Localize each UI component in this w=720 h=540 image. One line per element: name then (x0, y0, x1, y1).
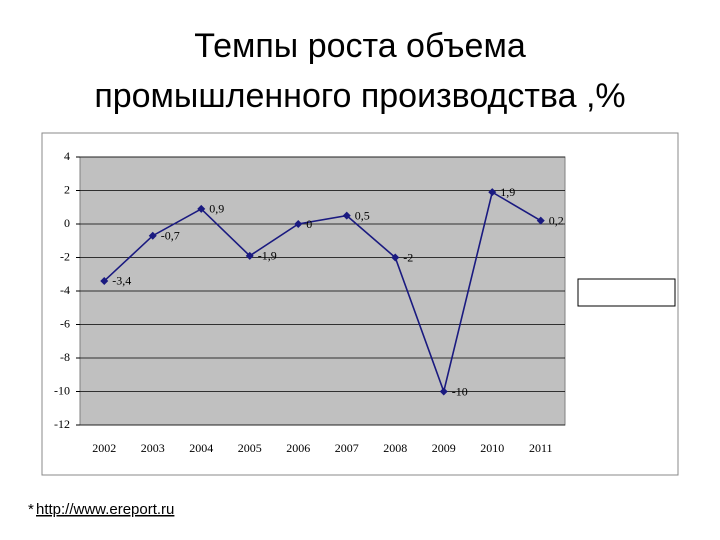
marker (197, 204, 206, 213)
y-tick-label: -12 (54, 417, 70, 431)
marker (100, 276, 109, 285)
marker (148, 231, 157, 240)
y-tick-label: -6 (60, 316, 70, 330)
marker (245, 251, 254, 260)
legend-box (577, 278, 676, 307)
footnote-link[interactable]: http://www.ereport.ru (36, 501, 174, 518)
y-tick-label: 2 (64, 182, 70, 196)
data-label: 1,9 (500, 185, 515, 199)
x-tick-label: 2004 (189, 441, 213, 455)
data-label: 0,5 (355, 208, 370, 222)
data-label: 0,2 (549, 213, 564, 227)
data-label: -0,7 (161, 228, 180, 242)
x-tick-label: 2008 (383, 441, 407, 455)
x-tick-label: 2007 (335, 441, 359, 455)
x-tick-label: 2011 (529, 441, 553, 455)
marker (391, 253, 400, 262)
marker (536, 216, 545, 225)
data-label: 0 (306, 217, 312, 231)
x-tick-label: 2005 (238, 441, 262, 455)
y-tick-label: 4 (64, 149, 70, 163)
data-label: -3,4 (112, 274, 131, 288)
footnote-prefix: * (28, 501, 34, 518)
x-tick-label: 2003 (141, 441, 165, 455)
marker (488, 188, 497, 197)
x-tick-label: 2009 (432, 441, 456, 455)
title-line: промышленного производства ,% (94, 77, 625, 115)
data-label: -10 (452, 384, 468, 398)
x-tick-label: 2006 (286, 441, 310, 455)
data-label: -2 (403, 250, 413, 264)
x-tick-label: 2010 (480, 441, 504, 455)
data-label: -1,9 (258, 249, 277, 263)
title-line: Темпы роста объема (194, 27, 526, 65)
y-tick-label: -10 (54, 383, 70, 397)
marker (294, 220, 303, 228)
series-line (103, 190, 542, 395)
x-tick-label: 2002 (92, 441, 116, 455)
y-tick-label: -8 (60, 350, 70, 364)
marker (439, 387, 448, 396)
data-label: 0,9 (209, 202, 224, 216)
y-tick-label: -2 (60, 249, 70, 263)
marker (342, 211, 351, 220)
y-tick-label: 0 (64, 216, 70, 230)
y-tick-label: -4 (60, 283, 70, 297)
